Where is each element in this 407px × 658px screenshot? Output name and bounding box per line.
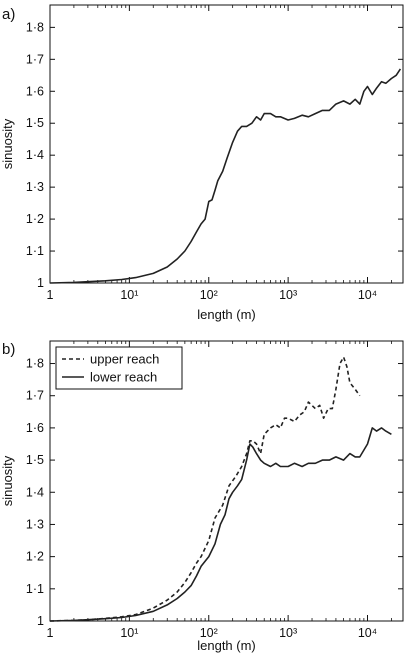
p1-legend-label: lower reach [90,370,157,385]
p1-y-tick-label: 1·4 [26,485,44,499]
p1-x-tick-label: 10⁴ [358,626,377,640]
p1-x-tick-label: 10³ [279,626,297,640]
p1-axes-frame [49,340,404,622]
panel-b: 1 1·1 1·2 1·3 1·4 1·5 1·6 1·7 1·8 1 10¹ 10² 10³ 10⁴ le… [0,340,404,653]
p1-y-tick-label: 1·8 [26,357,44,371]
p0-x-tick-label: 10¹ [120,288,138,302]
p0-y-tick-label: 1·5 [26,116,44,130]
p0-x-tick-label: 10³ [279,288,297,302]
p1-legend-label: upper reach [90,352,159,367]
p0-y-tick-label: 1·6 [26,84,44,98]
p1-y-tick-label: 1·5 [26,453,44,467]
p1-y-axis-label: sinuosity [0,455,15,506]
p0-y-tick-label: 1 [37,276,44,290]
p0-x-tick-label: 10² [200,288,218,302]
p1-series-line-upper-reach [49,356,361,622]
p0-y-tick-label: 1·3 [26,180,44,194]
p0-y-axis-label: sinuosity [0,118,15,169]
p1-y-tick-label: 1·1 [26,582,44,596]
p1-series-line-lower-reach [49,427,392,622]
p1-x-tick-label: 1 [47,626,54,640]
p0-series-line-0 [49,68,402,284]
p0-y-tick-label: 1·2 [26,212,44,226]
p0-x-tick-label: 10⁴ [358,288,377,302]
p1-y-tick-label: 1·7 [26,389,44,403]
p0-y-tick-label: 1·8 [26,20,44,34]
p0-axes-frame [49,4,404,284]
p0-y-tick-label: 1·4 [26,148,44,162]
p0-x-tick-label: 1 [47,288,54,302]
p0-y-tick-label: 1·7 [26,52,44,66]
p1-legend-box [55,346,183,390]
p1-y-tick-label: 1 [37,614,44,628]
p0-y-tick-label: 1·1 [26,244,44,258]
p0-panel-label: a) [2,6,15,23]
p1-x-tick-label: 10² [200,626,218,640]
p1-y-tick-label: 1·3 [26,517,44,531]
p1-panel-label: b) [2,341,15,358]
p1-y-tick-label: 1·6 [26,421,44,435]
p1-x-axis-label: length (m) [197,638,256,653]
panel-a: 1 1·1 1·2 1·3 1·4 1·5 1·6 1·7 1·8 1 10¹ 10² 10³ 10⁴ le… [0,4,404,322]
p1-y-tick-label: 1·2 [26,550,44,564]
p1-x-tick-label: 10¹ [120,626,138,640]
p0-x-axis-label: length (m) [197,307,256,322]
